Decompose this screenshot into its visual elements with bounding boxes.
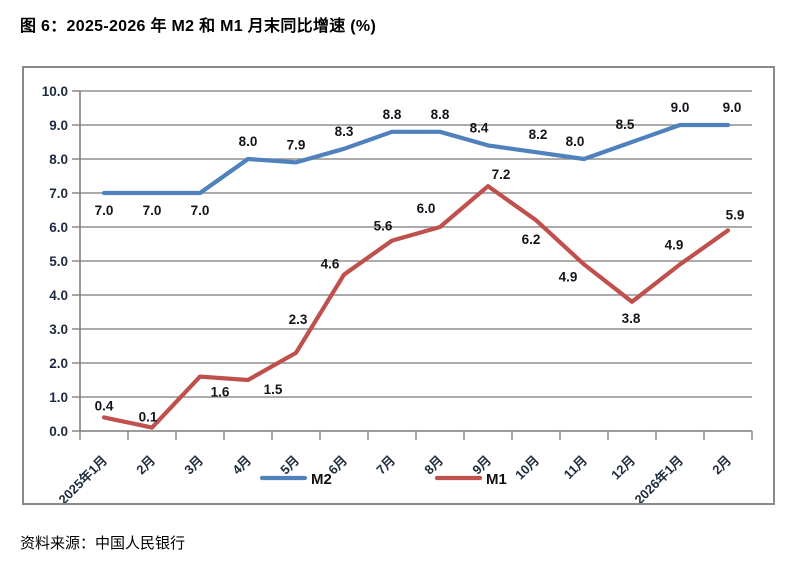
m1-data-label: 4.6 xyxy=(321,257,340,272)
m1-data-label: 4.9 xyxy=(559,269,578,284)
x-axis-label: 2025年1月 xyxy=(56,453,111,503)
y-axis-label: 3.0 xyxy=(49,322,68,337)
x-axis-label: 8月 xyxy=(421,453,446,478)
m1-data-label: 0.4 xyxy=(95,398,114,413)
chart-container: 0.0 1.0 2.0 3.0 4.0 5.0 6.0 7.0 8.0 9.0 10.0 2025年1… xyxy=(22,66,775,505)
m2-data-label: 9.0 xyxy=(723,100,742,115)
y-axis-label: 0.0 xyxy=(49,424,68,439)
x-axis-label: 2月 xyxy=(709,453,734,478)
line-chart-svg: 0.0 1.0 2.0 3.0 4.0 5.0 6.0 7.0 8.0 9.0 10.0 2025年1… xyxy=(42,84,753,503)
x-axis-label: 7月 xyxy=(373,453,398,478)
y-axis-label: 10.0 xyxy=(42,84,68,99)
m1-data-label: 0.1 xyxy=(139,410,158,425)
x-axis-label: 5月 xyxy=(277,453,302,478)
m1-data-label: 5.6 xyxy=(374,219,393,234)
y-axis-label: 5.0 xyxy=(49,254,68,269)
m1-data-label: 7.2 xyxy=(492,167,511,182)
x-axis-label: 2月 xyxy=(133,453,158,478)
m2-data-label: 7.0 xyxy=(191,203,210,218)
x-axis-label: 2026年1月 xyxy=(632,453,687,503)
legend-label-m1: M1 xyxy=(486,471,507,488)
m2-data-label: 8.0 xyxy=(239,134,258,149)
m2-data-label: 7.0 xyxy=(95,203,114,218)
figure-title: 图 6：2025-2026 年 M2 和 M1 月末同比增速 (%) xyxy=(20,18,377,35)
m2-line xyxy=(101,122,731,196)
m1-data-label: 2.3 xyxy=(289,312,308,327)
m1-data-label: 3.8 xyxy=(622,311,641,326)
legend-label-m2: M2 xyxy=(311,471,332,488)
m1-line xyxy=(101,184,731,430)
m2-data-label: 8.8 xyxy=(383,107,402,122)
m1-data-label: 1.6 xyxy=(211,385,230,400)
y-axis-label: 4.0 xyxy=(49,288,68,303)
m2-data-label: 8.2 xyxy=(529,127,548,142)
x-axis-label: 10月 xyxy=(512,453,542,483)
x-axis-label: 3月 xyxy=(181,453,206,478)
y-axis-label: 1.0 xyxy=(49,390,68,405)
m2-data-label: 9.0 xyxy=(671,100,690,115)
m2-data-label: 8.4 xyxy=(470,120,489,135)
y-axis-label: 8.0 xyxy=(49,152,68,167)
x-axis-label: 12月 xyxy=(608,453,638,483)
m2-data-label: 8.5 xyxy=(616,117,635,132)
m2-data-label: 8.8 xyxy=(431,107,450,122)
m1-data-label: 1.5 xyxy=(264,382,283,397)
m1-data-label: 5.9 xyxy=(726,207,745,222)
y-axis-label: 6.0 xyxy=(49,220,68,235)
m2-data-label: 8.3 xyxy=(335,124,354,139)
y-axis-label: 2.0 xyxy=(49,356,68,371)
m1-data-label: 6.0 xyxy=(417,201,436,216)
m1-data-label: 4.9 xyxy=(665,237,684,252)
source-note: 资料来源：中国人民银行 xyxy=(20,535,186,552)
m1-data-label: 6.2 xyxy=(522,232,541,247)
y-axis-label: 7.0 xyxy=(49,186,68,201)
m2-data-label: 7.9 xyxy=(287,137,306,152)
x-axis-label: 11月 xyxy=(561,453,591,483)
m2-data-label: 8.0 xyxy=(566,134,585,149)
y-axis-label: 9.0 xyxy=(49,118,68,133)
m2-data-label: 7.0 xyxy=(143,203,162,218)
x-axis-label: 4月 xyxy=(229,453,254,478)
